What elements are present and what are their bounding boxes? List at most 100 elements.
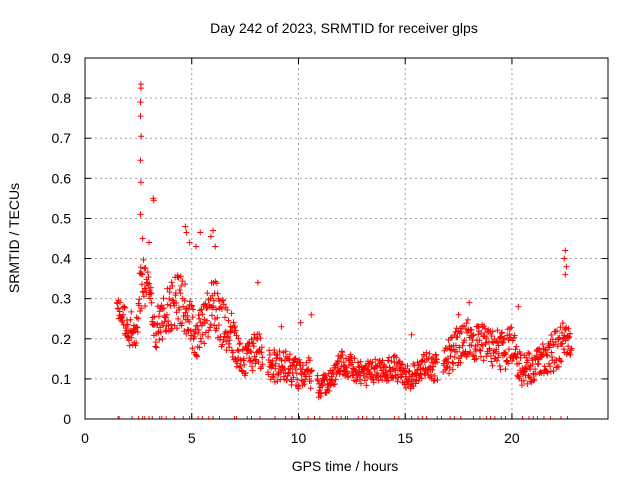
data-point — [541, 363, 548, 370]
data-point — [180, 303, 187, 310]
data-point — [487, 352, 494, 359]
data-point — [166, 295, 173, 302]
data-point — [197, 229, 204, 236]
data-point — [176, 287, 183, 294]
data-point — [213, 280, 220, 287]
data-point — [213, 306, 220, 313]
data-point — [480, 357, 487, 364]
data-point — [268, 363, 275, 370]
data-point — [414, 367, 421, 374]
data-point — [565, 325, 572, 332]
data-point — [464, 316, 471, 323]
data-point — [294, 376, 301, 383]
data-point — [259, 361, 266, 368]
data-point — [186, 239, 193, 246]
axis-ticks — [84, 57, 608, 420]
data-point — [199, 311, 206, 318]
y-tick-label: 0.9 — [52, 50, 72, 66]
data-point — [546, 344, 553, 351]
data-point — [512, 354, 519, 361]
data-point — [455, 311, 462, 318]
data-point — [121, 304, 128, 311]
data-point — [559, 320, 566, 327]
data-point — [459, 342, 466, 349]
data-point — [509, 337, 516, 344]
data-point — [369, 373, 376, 380]
data-point — [502, 350, 509, 357]
data-point — [399, 361, 406, 368]
data-point — [157, 324, 164, 331]
data-point — [326, 388, 333, 395]
data-point — [478, 330, 485, 337]
data-point — [470, 331, 477, 338]
data-point — [198, 338, 205, 345]
data-point — [421, 359, 428, 366]
data-point — [468, 342, 475, 349]
data-point — [434, 376, 441, 383]
data-point — [230, 349, 237, 356]
data-point — [119, 319, 126, 326]
data-point — [434, 359, 441, 366]
data-point — [240, 355, 247, 362]
data-point — [462, 348, 469, 355]
data-point — [178, 282, 185, 289]
data-point — [469, 353, 476, 360]
data-point — [136, 296, 143, 303]
data-point — [333, 361, 340, 368]
data-point — [250, 343, 257, 350]
data-point — [369, 359, 376, 366]
data-point — [316, 389, 323, 396]
data-point — [231, 323, 238, 330]
data-point — [493, 346, 500, 353]
data-point — [418, 375, 425, 382]
data-points — [114, 81, 575, 419]
data-point — [147, 284, 154, 291]
data-point — [515, 303, 522, 310]
data-point — [404, 363, 411, 370]
data-point — [446, 370, 453, 377]
data-point — [388, 358, 395, 365]
data-point — [307, 385, 314, 392]
data-point — [133, 314, 140, 321]
data-point — [212, 243, 219, 250]
data-point — [201, 340, 208, 347]
data-point — [210, 297, 217, 304]
data-point — [322, 372, 329, 379]
data-point — [358, 380, 365, 387]
data-point — [429, 354, 436, 361]
x-tick-label: 5 — [188, 430, 196, 446]
data-point — [214, 314, 221, 321]
data-point — [560, 346, 567, 353]
data-point — [373, 363, 380, 370]
data-point — [338, 363, 345, 370]
data-point — [354, 359, 361, 366]
data-point — [394, 378, 401, 385]
data-point — [563, 350, 570, 357]
data-point — [188, 303, 195, 310]
data-point — [274, 352, 281, 359]
data-point — [179, 278, 186, 285]
data-point — [308, 377, 315, 384]
data-point — [210, 302, 217, 309]
data-point — [281, 365, 288, 372]
data-point — [162, 327, 169, 334]
data-point — [285, 355, 292, 362]
data-point — [452, 328, 459, 335]
data-point — [339, 351, 346, 358]
data-point — [497, 334, 504, 341]
data-point — [155, 313, 162, 320]
data-point — [463, 320, 470, 327]
data-point — [156, 336, 163, 343]
data-point — [256, 331, 263, 338]
data-point — [532, 366, 539, 373]
data-point — [308, 367, 315, 374]
data-point — [431, 372, 438, 379]
data-point — [198, 306, 205, 313]
y-axis-label: SRMTID / TECUs — [6, 183, 22, 293]
data-point — [535, 346, 542, 353]
data-point — [517, 351, 524, 358]
data-point — [196, 315, 203, 322]
data-point — [423, 349, 430, 356]
data-point — [520, 377, 527, 384]
data-point — [138, 281, 145, 288]
